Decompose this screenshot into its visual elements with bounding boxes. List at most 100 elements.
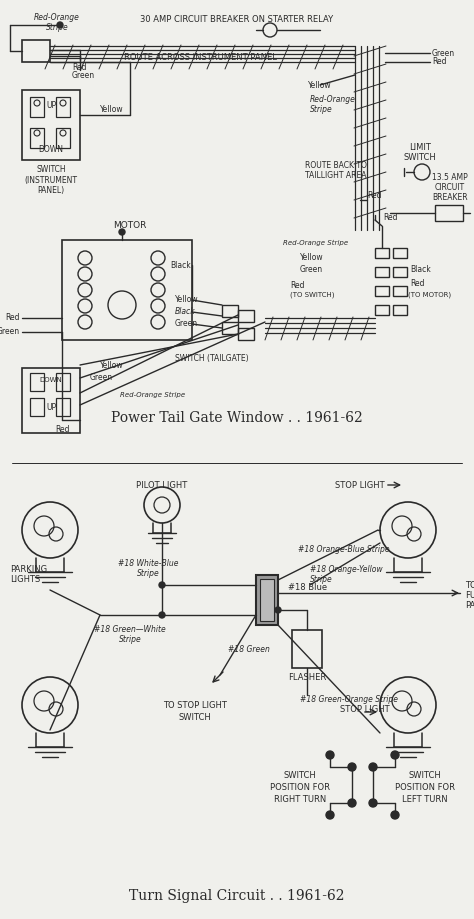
Text: Red: Red [367,190,382,199]
Bar [30,398,44,416]
Text: (TO MOTOR): (TO MOTOR) [408,291,451,299]
Bar [375,286,389,296]
Bar [22,90,80,160]
Text: MOTOR: MOTOR [113,221,146,230]
Bar [56,97,70,117]
Bar [393,267,407,277]
Text: LIMIT: LIMIT [409,143,431,153]
Bar [260,579,274,621]
Text: LEFT TURN: LEFT TURN [402,795,448,803]
Circle shape [391,811,399,819]
Circle shape [348,799,356,807]
Text: LIGHTS: LIGHTS [10,575,40,584]
Bar [222,305,238,317]
Text: Red: Red [290,280,304,289]
Text: #18 Green-Orange Stripe: #18 Green-Orange Stripe [300,696,398,705]
Text: #18 Blue: #18 Blue [288,583,327,592]
Text: #18 White-Blue: #18 White-Blue [118,559,178,568]
Text: Yellow: Yellow [175,296,199,304]
Text: Red: Red [432,58,447,66]
Text: PANEL: PANEL [465,600,474,609]
Circle shape [369,799,377,807]
Text: Yellow: Yellow [308,82,332,90]
Circle shape [159,582,165,588]
Text: SWITCH: SWITCH [409,770,441,779]
Text: Yellow: Yellow [300,254,324,263]
Text: 30 AMP CIRCUIT BREAKER ON STARTER RELAY: 30 AMP CIRCUIT BREAKER ON STARTER RELAY [140,15,334,24]
Text: ROUTE ACROSS INSTRUMENT PANEL: ROUTE ACROSS INSTRUMENT PANEL [124,53,276,62]
Text: Black: Black [170,260,191,269]
Text: Stripe: Stripe [118,636,141,644]
Text: PANEL): PANEL) [37,186,64,195]
Text: SWITCH: SWITCH [179,712,211,721]
Text: POSITION FOR: POSITION FOR [270,782,330,791]
Text: FUSE: FUSE [465,591,474,599]
Bar [22,368,80,433]
Text: SWITCH: SWITCH [404,153,437,163]
Text: Red: Red [6,313,20,323]
Text: Black: Black [410,266,431,275]
Text: 13.5 AMP: 13.5 AMP [432,174,468,183]
Text: Stripe: Stripe [46,22,68,31]
Text: Green: Green [432,49,455,58]
Text: Green: Green [175,319,198,327]
Text: #18 Orange-Blue Stripe: #18 Orange-Blue Stripe [298,546,390,554]
Text: Green: Green [72,72,95,81]
Bar [375,305,389,315]
Text: TO STOP LIGHT: TO STOP LIGHT [163,700,227,709]
Bar [393,286,407,296]
Text: POSITION FOR: POSITION FOR [395,782,455,791]
Bar [375,248,389,258]
Circle shape [119,229,125,235]
Text: DOWN: DOWN [40,377,63,383]
Text: SWITCH: SWITCH [36,165,66,175]
Circle shape [326,751,334,759]
Text: Power Tail Gate Window . . 1961-62: Power Tail Gate Window . . 1961-62 [111,411,363,425]
Circle shape [275,607,281,613]
Text: Red-Orange Stripe: Red-Orange Stripe [120,391,185,398]
Bar [238,328,254,340]
Text: Green: Green [90,373,113,382]
Bar [30,128,44,148]
Circle shape [348,763,356,771]
Bar [256,575,278,625]
Text: BREAKER: BREAKER [432,194,468,202]
Text: ROUTE BACK TO: ROUTE BACK TO [305,161,367,169]
Text: TAILLIGHT AREA: TAILLIGHT AREA [305,172,366,180]
Circle shape [57,22,63,28]
Bar [292,630,322,668]
Text: FLASHER: FLASHER [288,673,326,682]
Text: Red: Red [383,213,398,222]
Text: RIGHT TURN: RIGHT TURN [274,795,326,803]
Text: Red: Red [55,425,70,435]
Text: Yellow: Yellow [100,106,124,115]
Text: (INSTRUMENT: (INSTRUMENT [25,176,78,185]
Text: #18 Orange-Yellow: #18 Orange-Yellow [310,565,383,574]
Text: PILOT LIGHT: PILOT LIGHT [137,481,188,490]
Bar [56,373,70,391]
Text: #18 Green: #18 Green [228,645,270,654]
Circle shape [391,751,399,759]
Bar [238,310,254,322]
Bar [393,248,407,258]
Text: Red: Red [410,278,425,288]
Text: Stripe: Stripe [137,569,159,577]
Text: DOWN: DOWN [38,145,64,154]
Text: Green: Green [0,327,20,336]
Text: Stripe: Stripe [310,575,333,584]
Bar [56,128,70,148]
Bar [222,322,238,334]
Bar [62,240,192,340]
Text: Red-Orange: Red-Orange [310,96,356,105]
Bar [22,40,50,62]
Text: (TO SWITCH): (TO SWITCH) [290,291,335,299]
Bar [30,373,44,391]
Text: Red-Orange Stripe: Red-Orange Stripe [283,240,348,246]
Circle shape [326,811,334,819]
Text: TO: TO [465,581,474,589]
Text: Stripe: Stripe [310,106,333,115]
Circle shape [159,612,165,618]
Bar [30,97,44,117]
Bar [435,205,463,221]
Text: Red-Orange: Red-Orange [34,14,80,22]
